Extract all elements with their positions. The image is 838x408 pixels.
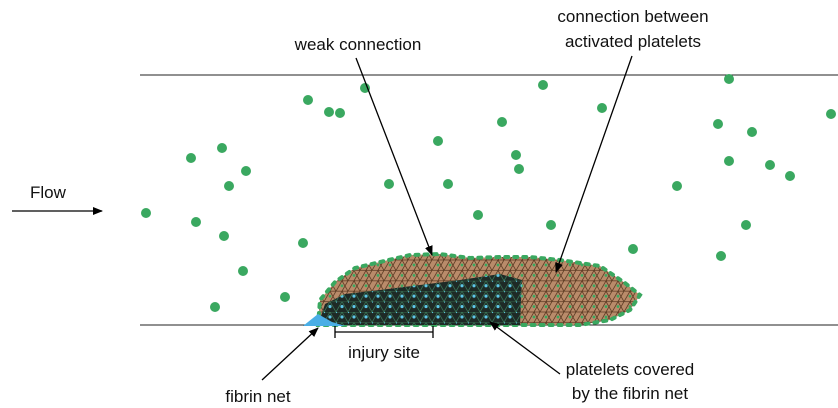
platelet [826, 109, 836, 119]
injury-bracket [334, 326, 434, 338]
platelet [324, 107, 334, 117]
platelet [713, 119, 723, 129]
platelet [224, 181, 234, 191]
platelet [747, 127, 757, 137]
platelet [511, 150, 521, 160]
platelet [514, 164, 524, 174]
platelet [191, 217, 201, 227]
platelet [219, 231, 229, 241]
fibrin-net-label: fibrin net [225, 387, 290, 406]
platelet [280, 292, 290, 302]
platelet [384, 179, 394, 189]
platelet [741, 220, 751, 230]
platelet [473, 210, 483, 220]
platelet [360, 83, 370, 93]
platelet [433, 136, 443, 146]
platelet [217, 143, 227, 153]
flow-label: Flow [30, 183, 67, 202]
platelet [443, 179, 453, 189]
covered-label: platelets covered [566, 360, 695, 379]
platelet [238, 266, 248, 276]
platelet [298, 238, 308, 248]
platelet [628, 244, 638, 254]
platelet [241, 166, 251, 176]
activated-connection-label: connection between [557, 7, 708, 26]
covered-label: by the fibrin net [572, 384, 689, 403]
platelet [186, 153, 196, 163]
platelet [497, 117, 507, 127]
platelet [546, 220, 556, 230]
fibrin-net [303, 314, 345, 326]
arrow [355, 57, 433, 256]
platelet [765, 160, 775, 170]
platelet [303, 95, 313, 105]
arrow [489, 321, 561, 375]
activated-connection-label: activated platelets [565, 32, 701, 51]
platelet [141, 208, 151, 218]
platelet [724, 74, 734, 84]
injury-site-label: injury site [348, 343, 420, 362]
arrow [261, 327, 319, 381]
clot-fibrin-covered [318, 274, 522, 325]
platelet [724, 156, 734, 166]
platelet [672, 181, 682, 191]
platelet [716, 251, 726, 261]
platelet [597, 103, 607, 113]
platelet [210, 302, 220, 312]
weak-connection-label: weak connection [294, 35, 422, 54]
platelet [785, 171, 795, 181]
platelet [335, 108, 345, 118]
platelet [538, 80, 548, 90]
platelets [141, 74, 836, 312]
arrow [555, 55, 633, 273]
